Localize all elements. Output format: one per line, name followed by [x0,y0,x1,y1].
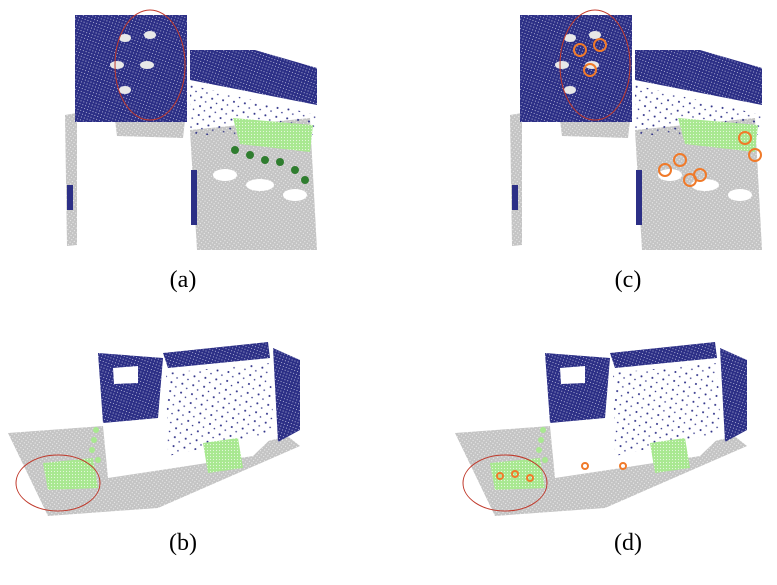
point-cloud [510,15,762,250]
panel [65,10,317,250]
tree-points [261,156,269,164]
point-cloud [8,342,300,516]
point-cloud [65,15,317,250]
tree-points [291,166,299,174]
tree-points [231,146,239,154]
panel [510,10,762,250]
tree-points [246,151,254,159]
panel-label: (c) [615,267,642,293]
figure: (a) (b) (c) (d) [0,0,777,585]
panel-label: (b) [169,530,197,556]
panel-label: (a) [170,267,197,293]
tree-points [301,176,309,184]
point-cloud [455,342,747,516]
panels [8,10,762,516]
error-points [620,463,626,469]
panel [455,342,747,516]
tree-points [276,158,284,166]
panel-label: (d) [614,530,642,556]
panel [8,342,300,516]
